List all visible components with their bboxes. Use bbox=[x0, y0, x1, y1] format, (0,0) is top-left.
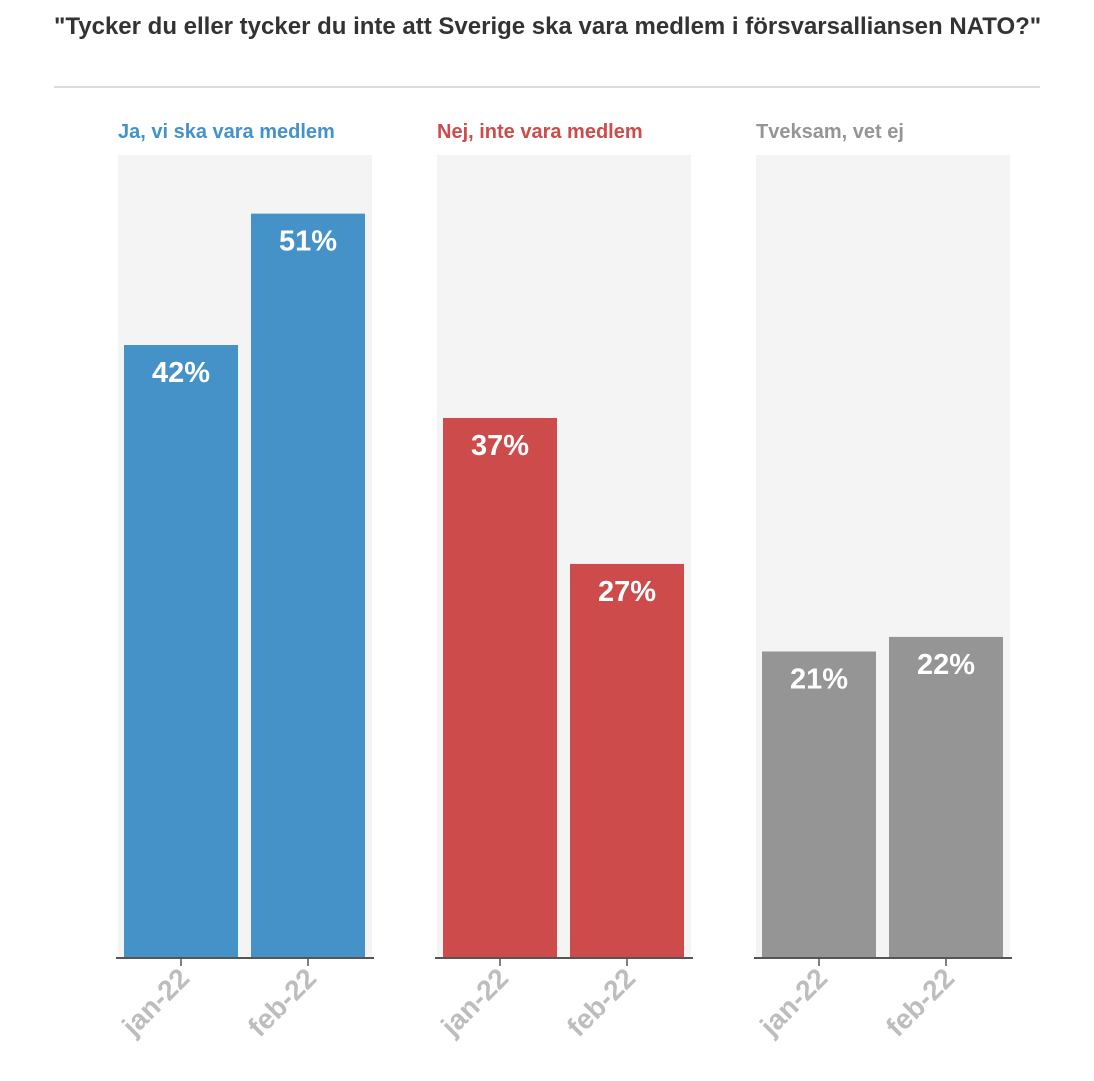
x-tick-label: jan-22 bbox=[434, 962, 514, 1042]
data-label: 37% bbox=[471, 430, 529, 462]
bar bbox=[443, 417, 557, 958]
title-divider bbox=[54, 86, 1040, 88]
panel-title: Nej, inte vara medlem bbox=[437, 121, 643, 143]
bar bbox=[889, 636, 1003, 958]
bar bbox=[762, 651, 876, 958]
data-label: 21% bbox=[790, 664, 848, 696]
bar bbox=[251, 213, 365, 959]
data-label: 42% bbox=[152, 357, 210, 389]
panel-title: Tveksam, vet ej bbox=[756, 121, 904, 143]
x-tick-label: jan-22 bbox=[115, 962, 195, 1042]
panel-title: Ja, vi ska vara medlem bbox=[118, 121, 335, 143]
x-tick-label: feb-22 bbox=[561, 962, 641, 1042]
data-label: 27% bbox=[598, 576, 656, 608]
x-tick-label: feb-22 bbox=[880, 962, 960, 1042]
bar bbox=[124, 345, 238, 958]
x-tick-label: feb-22 bbox=[242, 962, 322, 1042]
bar bbox=[570, 563, 684, 958]
x-tick-label: jan-22 bbox=[753, 962, 833, 1042]
data-label: 51% bbox=[279, 226, 337, 258]
chart-title: "Tycker du eller tycker du inte att Sver… bbox=[54, 13, 1042, 40]
data-label: 22% bbox=[917, 649, 975, 681]
